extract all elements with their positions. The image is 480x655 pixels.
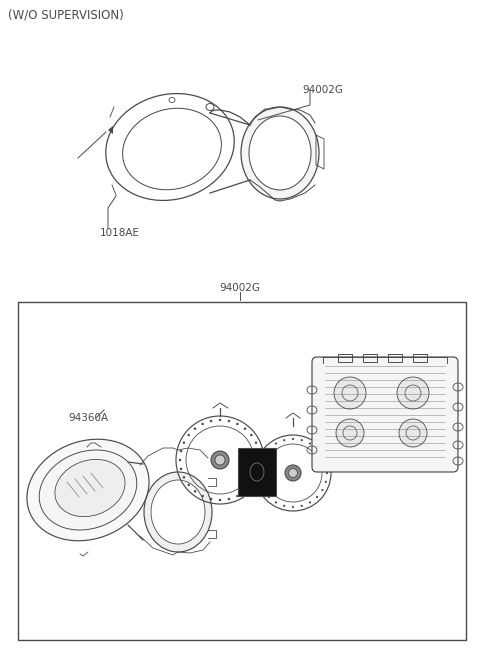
Ellipse shape: [258, 468, 260, 470]
Ellipse shape: [283, 505, 285, 507]
Ellipse shape: [263, 455, 264, 457]
Ellipse shape: [255, 476, 257, 479]
Text: (W/O SUPERVISION): (W/O SUPERVISION): [8, 8, 124, 21]
Ellipse shape: [210, 498, 212, 500]
Ellipse shape: [244, 428, 246, 430]
Ellipse shape: [255, 441, 257, 444]
Ellipse shape: [241, 107, 319, 199]
Ellipse shape: [292, 506, 294, 508]
Ellipse shape: [325, 481, 327, 483]
Ellipse shape: [249, 116, 311, 190]
Ellipse shape: [179, 458, 181, 461]
Ellipse shape: [334, 377, 366, 409]
Ellipse shape: [275, 443, 277, 445]
Ellipse shape: [292, 438, 294, 440]
FancyBboxPatch shape: [238, 448, 276, 496]
Ellipse shape: [321, 455, 324, 457]
Ellipse shape: [288, 468, 298, 477]
Ellipse shape: [215, 455, 225, 465]
Bar: [338, 354, 352, 362]
Ellipse shape: [183, 476, 185, 479]
Ellipse shape: [27, 440, 149, 541]
Ellipse shape: [336, 419, 364, 447]
Ellipse shape: [259, 481, 261, 483]
FancyBboxPatch shape: [312, 357, 458, 472]
Ellipse shape: [180, 450, 182, 453]
Ellipse shape: [236, 495, 239, 497]
Ellipse shape: [397, 377, 429, 409]
Ellipse shape: [259, 458, 261, 461]
Bar: [363, 354, 377, 362]
Ellipse shape: [316, 448, 318, 450]
Ellipse shape: [202, 422, 204, 425]
Ellipse shape: [39, 450, 137, 530]
Ellipse shape: [258, 472, 260, 474]
Ellipse shape: [219, 419, 221, 421]
Text: 94002G: 94002G: [302, 85, 343, 95]
Ellipse shape: [258, 450, 260, 453]
Ellipse shape: [250, 434, 252, 436]
Ellipse shape: [259, 463, 261, 465]
Ellipse shape: [283, 439, 285, 441]
Ellipse shape: [300, 439, 303, 441]
Ellipse shape: [194, 490, 196, 493]
Ellipse shape: [228, 420, 230, 422]
Ellipse shape: [202, 495, 204, 497]
Ellipse shape: [326, 472, 328, 474]
Ellipse shape: [250, 483, 252, 486]
Ellipse shape: [183, 441, 185, 444]
Ellipse shape: [268, 448, 270, 450]
Ellipse shape: [309, 501, 311, 504]
Ellipse shape: [321, 489, 324, 491]
Ellipse shape: [263, 489, 264, 491]
Ellipse shape: [399, 419, 427, 447]
Ellipse shape: [219, 498, 221, 501]
Ellipse shape: [188, 483, 190, 486]
Ellipse shape: [325, 463, 327, 465]
Ellipse shape: [244, 490, 246, 493]
Polygon shape: [108, 126, 113, 134]
Ellipse shape: [236, 422, 239, 425]
Ellipse shape: [300, 505, 303, 507]
Bar: [413, 354, 427, 362]
Ellipse shape: [180, 468, 182, 470]
Ellipse shape: [309, 443, 311, 445]
Ellipse shape: [188, 434, 190, 436]
Text: 94360A: 94360A: [68, 413, 108, 423]
Ellipse shape: [55, 459, 125, 517]
Ellipse shape: [268, 496, 270, 498]
Ellipse shape: [275, 501, 277, 504]
Text: 94002G: 94002G: [219, 283, 261, 293]
Ellipse shape: [228, 498, 230, 500]
Ellipse shape: [211, 451, 229, 469]
Ellipse shape: [151, 480, 205, 544]
Text: 1018AE: 1018AE: [100, 228, 140, 238]
Ellipse shape: [144, 472, 212, 552]
Ellipse shape: [316, 496, 318, 498]
Bar: [388, 354, 402, 362]
Bar: [18, 302, 466, 640]
Ellipse shape: [210, 420, 212, 422]
Ellipse shape: [194, 428, 196, 430]
Ellipse shape: [285, 465, 301, 481]
